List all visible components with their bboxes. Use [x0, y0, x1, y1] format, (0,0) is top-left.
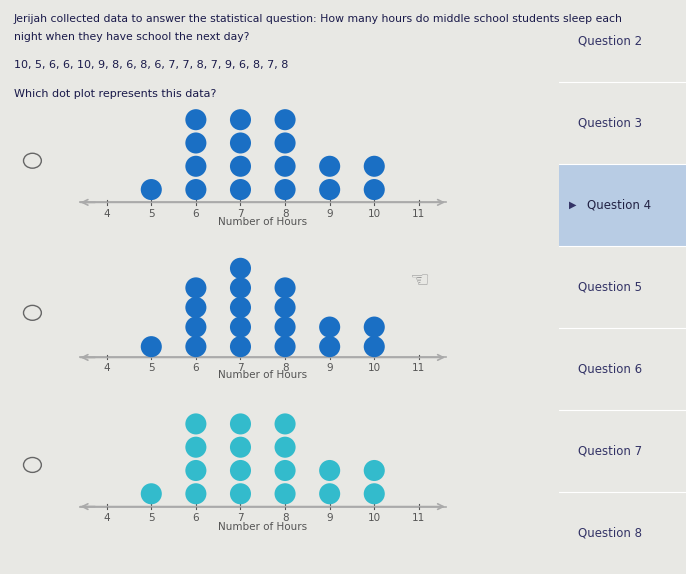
Text: Question 3: Question 3	[578, 117, 642, 130]
Point	[324, 342, 335, 351]
Text: Question 2: Question 2	[578, 34, 642, 48]
Point	[191, 466, 202, 475]
Text: Question 6: Question 6	[578, 363, 642, 375]
Text: ☜: ☜	[410, 272, 429, 291]
Text: 8: 8	[282, 363, 288, 373]
Point	[191, 303, 202, 312]
Point	[324, 323, 335, 332]
Text: 11: 11	[412, 513, 425, 523]
Point	[191, 443, 202, 452]
Text: 7: 7	[237, 513, 244, 523]
Text: Question 5: Question 5	[578, 281, 642, 293]
Point	[191, 323, 202, 332]
Text: 5: 5	[148, 513, 154, 523]
Point	[280, 443, 291, 452]
Point	[369, 162, 380, 171]
Point	[324, 489, 335, 498]
Point	[191, 342, 202, 351]
Point	[369, 323, 380, 332]
Point	[191, 489, 202, 498]
Point	[191, 284, 202, 293]
Point	[280, 284, 291, 293]
Point	[280, 342, 291, 351]
Point	[324, 185, 335, 194]
Point	[324, 466, 335, 475]
Text: 10: 10	[368, 363, 381, 373]
Point	[235, 185, 246, 194]
Text: ▶: ▶	[569, 200, 577, 210]
Point	[191, 420, 202, 429]
Point	[235, 443, 246, 452]
Point	[191, 138, 202, 148]
Point	[235, 303, 246, 312]
Text: 8: 8	[282, 513, 288, 523]
Text: 7: 7	[237, 363, 244, 373]
Point	[280, 185, 291, 194]
Text: 5: 5	[148, 363, 154, 373]
Point	[235, 323, 246, 332]
Text: 6: 6	[193, 513, 199, 523]
Text: Question 8: Question 8	[578, 526, 642, 540]
Text: 9: 9	[327, 209, 333, 219]
Text: Question 7: Question 7	[578, 444, 642, 457]
Point	[369, 185, 380, 194]
Text: 5: 5	[148, 209, 154, 219]
Point	[235, 162, 246, 171]
Point	[235, 138, 246, 148]
Text: 6: 6	[193, 363, 199, 373]
Text: 11: 11	[412, 363, 425, 373]
Text: 8: 8	[282, 209, 288, 219]
Point	[191, 115, 202, 125]
Point	[235, 466, 246, 475]
Point	[369, 342, 380, 351]
Text: 7: 7	[237, 209, 244, 219]
Point	[146, 342, 157, 351]
Point	[235, 489, 246, 498]
Point	[235, 263, 246, 273]
Text: 4: 4	[104, 209, 110, 219]
Text: 10: 10	[368, 513, 381, 523]
Text: Number of Hours: Number of Hours	[218, 370, 307, 380]
Bar	[559, 164, 686, 246]
Text: 9: 9	[327, 513, 333, 523]
Point	[235, 420, 246, 429]
Text: 4: 4	[104, 363, 110, 373]
Point	[235, 342, 246, 351]
Point	[191, 162, 202, 171]
Text: 4: 4	[104, 513, 110, 523]
Point	[280, 138, 291, 148]
Point	[280, 115, 291, 125]
Text: Number of Hours: Number of Hours	[218, 522, 307, 532]
Point	[280, 162, 291, 171]
Text: 10: 10	[368, 209, 381, 219]
Point	[235, 115, 246, 125]
Point	[369, 466, 380, 475]
Point	[280, 323, 291, 332]
Point	[146, 489, 157, 498]
Point	[146, 185, 157, 194]
Text: Question 4: Question 4	[587, 199, 651, 211]
Point	[280, 489, 291, 498]
Point	[235, 284, 246, 293]
Text: 6: 6	[193, 209, 199, 219]
Text: 11: 11	[412, 209, 425, 219]
Text: night when they have school the next day?: night when they have school the next day…	[14, 32, 249, 41]
Point	[280, 466, 291, 475]
Point	[191, 185, 202, 194]
Text: Which dot plot represents this data?: Which dot plot represents this data?	[14, 89, 216, 99]
Text: 9: 9	[327, 363, 333, 373]
Point	[324, 162, 335, 171]
Text: Jerijah collected data to answer the statistical question: How many hours do mid: Jerijah collected data to answer the sta…	[14, 14, 623, 24]
Point	[280, 303, 291, 312]
Point	[369, 489, 380, 498]
Text: 10, 5, 6, 6, 10, 9, 8, 6, 8, 6, 7, 7, 8, 7, 9, 6, 8, 7, 8: 10, 5, 6, 6, 10, 9, 8, 6, 8, 6, 7, 7, 8,…	[14, 60, 288, 70]
Text: Number of Hours: Number of Hours	[218, 218, 307, 227]
Point	[280, 420, 291, 429]
